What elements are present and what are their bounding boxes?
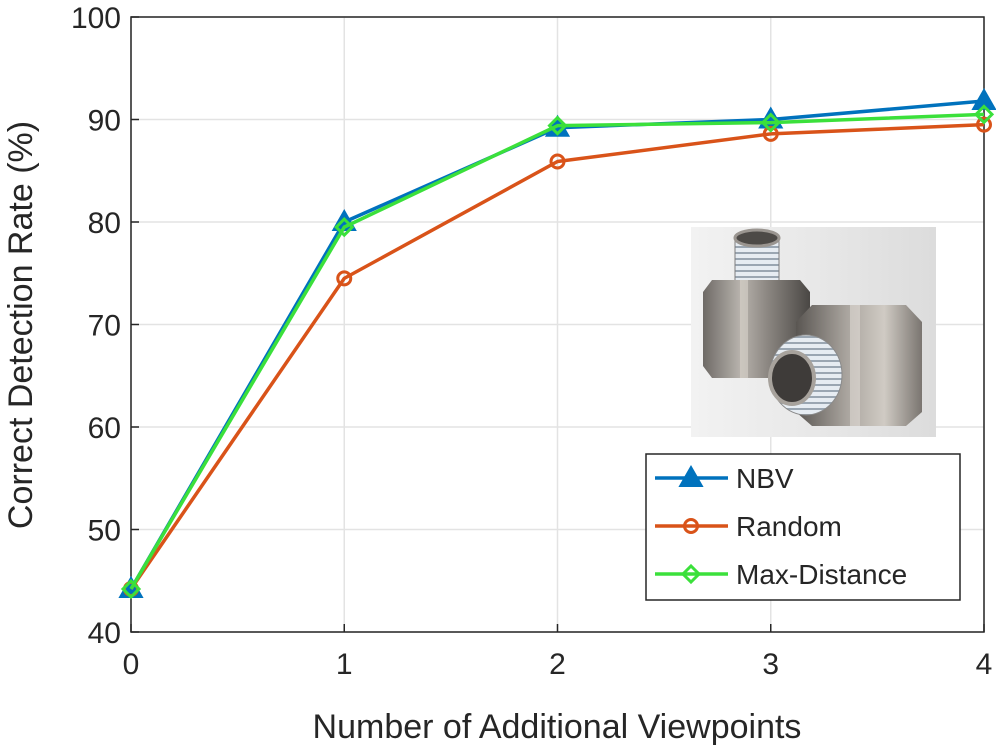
series-line <box>129 122 985 590</box>
y-tick-label: 60 <box>88 412 121 445</box>
y-axis-label: Correct Detection Rate (%) <box>2 121 40 529</box>
data-point <box>760 112 781 133</box>
x-axis-label: Number of Additional Viewpoints <box>313 708 802 746</box>
data-point <box>976 116 992 133</box>
data-point <box>762 125 779 142</box>
y-tick-label: 80 <box>88 207 121 240</box>
y-tick-label: 50 <box>88 515 121 548</box>
series-max-distance <box>120 104 995 600</box>
data-point <box>547 115 568 136</box>
front-fitting <box>768 305 922 426</box>
y-tick-label: 90 <box>88 105 121 138</box>
legend-item: Random <box>655 511 842 542</box>
data-point <box>973 104 995 125</box>
legend-marker <box>680 563 702 585</box>
x-tick-label: 3 <box>762 648 779 681</box>
data-point <box>971 88 996 111</box>
x-tick-label: 4 <box>976 648 993 681</box>
legend: NBV Random Max-Distance <box>645 453 961 601</box>
data-point <box>549 153 566 170</box>
data-point <box>334 217 355 238</box>
legend-marker <box>678 464 704 487</box>
legend-item: NBV <box>655 463 794 494</box>
axes: 0 1 2 3 4 40 50 60 70 80 90 100 <box>71 2 992 681</box>
legend-label: Random <box>736 511 842 542</box>
series-line <box>129 112 985 590</box>
data-point <box>336 270 353 287</box>
inset-photo <box>691 227 936 437</box>
series-random <box>123 116 992 597</box>
x-tick-label: 2 <box>549 648 566 681</box>
plot-area <box>118 88 996 600</box>
legend-item: Max-Distance <box>655 559 907 590</box>
legend-marker <box>683 518 699 534</box>
y-tick-label: 40 <box>88 617 121 650</box>
data-point <box>120 578 142 600</box>
legend-label: NBV <box>736 463 794 494</box>
legend-label: Max-Distance <box>736 559 907 590</box>
y-tick-label: 100 <box>71 2 121 35</box>
x-tick-label: 0 <box>123 648 140 681</box>
y-tick-label: 70 <box>88 310 121 343</box>
x-tick-label: 1 <box>336 648 353 681</box>
axes-box <box>130 16 985 633</box>
